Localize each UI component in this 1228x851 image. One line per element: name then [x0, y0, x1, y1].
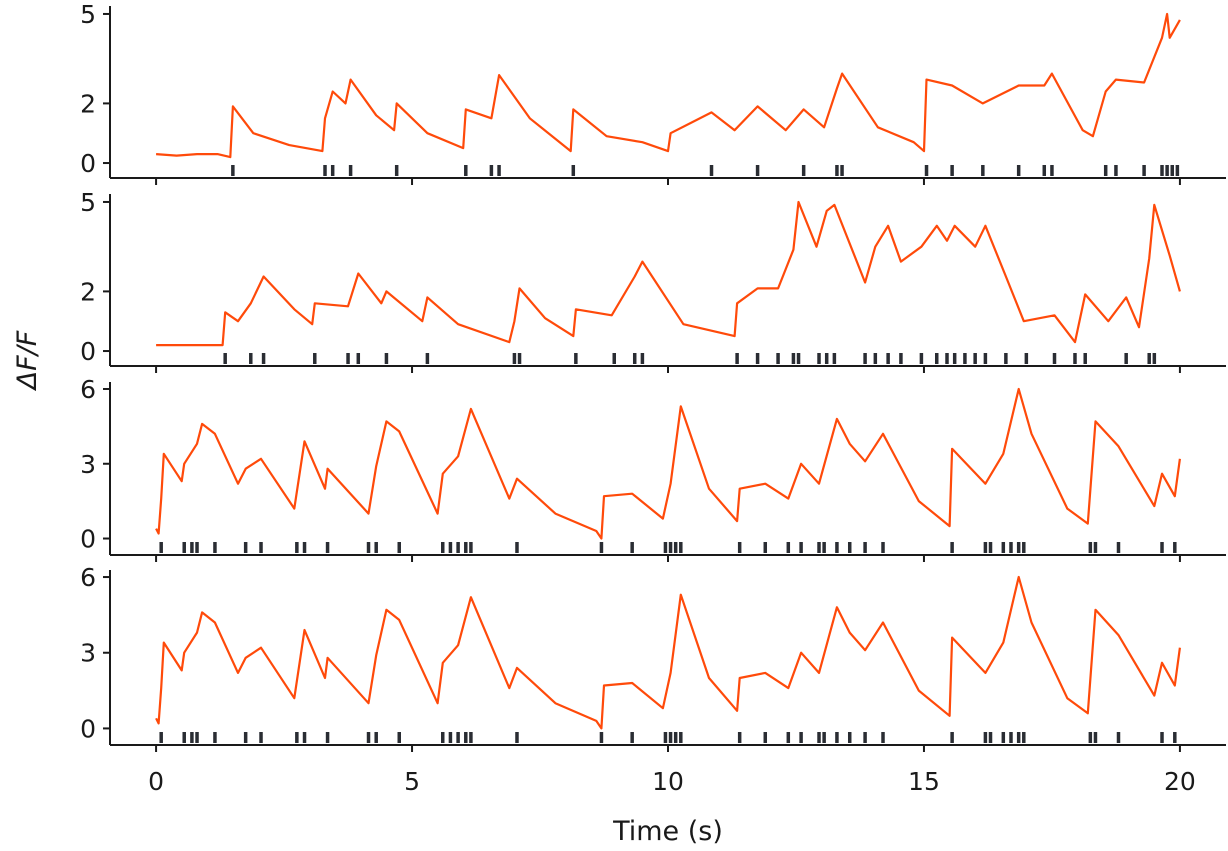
- y-tick-label: 0: [80, 714, 96, 743]
- x-tick-label: 20: [1164, 767, 1196, 796]
- panel-3: 0 3 6: [80, 375, 1226, 562]
- panel-4: 0 3 6 0 5 10 15 20: [80, 563, 1226, 796]
- y-tick-label: 0: [80, 525, 96, 554]
- panel-1: 0 2 5: [80, 0, 1226, 185]
- x-tick-label: 0: [148, 767, 164, 796]
- panel-2: 0 2 5: [80, 188, 1226, 373]
- y-tick-label: 6: [80, 563, 96, 592]
- x-tick-label: 10: [652, 767, 684, 796]
- dff-trace: [155, 387, 1181, 540]
- panels: 0 2 5 0 2 5 0 3 6 0 3 6 0 5 10 15 20: [80, 0, 1226, 796]
- y-tick-label: 3: [80, 639, 96, 668]
- dff-trace: [156, 200, 1181, 347]
- dff-trace: [156, 12, 1181, 159]
- y-tick-label: 5: [80, 188, 96, 217]
- y-tick-label: 6: [80, 375, 96, 404]
- x-axis-label: Time (s): [612, 816, 723, 847]
- x-tick-label: 15: [908, 767, 940, 796]
- y-tick-label: 3: [80, 450, 96, 479]
- y-tick-label: 2: [80, 89, 96, 118]
- y-tick-label: 2: [80, 277, 96, 306]
- y-tick-label: 0: [80, 149, 96, 178]
- y-tick-label: 5: [80, 0, 96, 29]
- x-tick-label: 5: [404, 767, 420, 796]
- dff-trace: [155, 575, 1181, 730]
- y-axis-label: ΔF/F: [12, 330, 43, 391]
- y-tick-label: 0: [80, 337, 96, 366]
